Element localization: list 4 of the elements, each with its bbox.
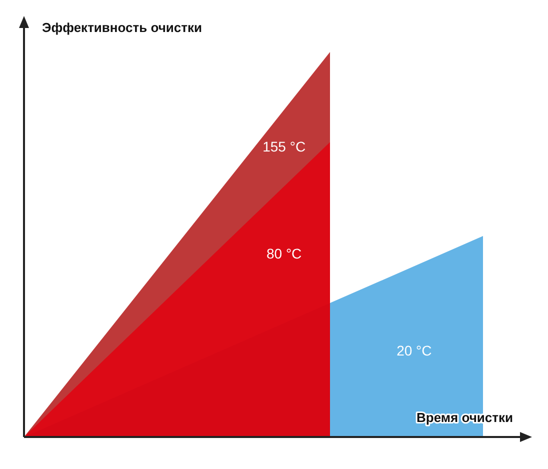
series-label: 20 °C [396, 342, 432, 358]
series-label: 155 °C [262, 138, 306, 155]
y-axis-title: Эффективность очистки [42, 20, 202, 35]
series-label: 80 °C [266, 245, 302, 262]
